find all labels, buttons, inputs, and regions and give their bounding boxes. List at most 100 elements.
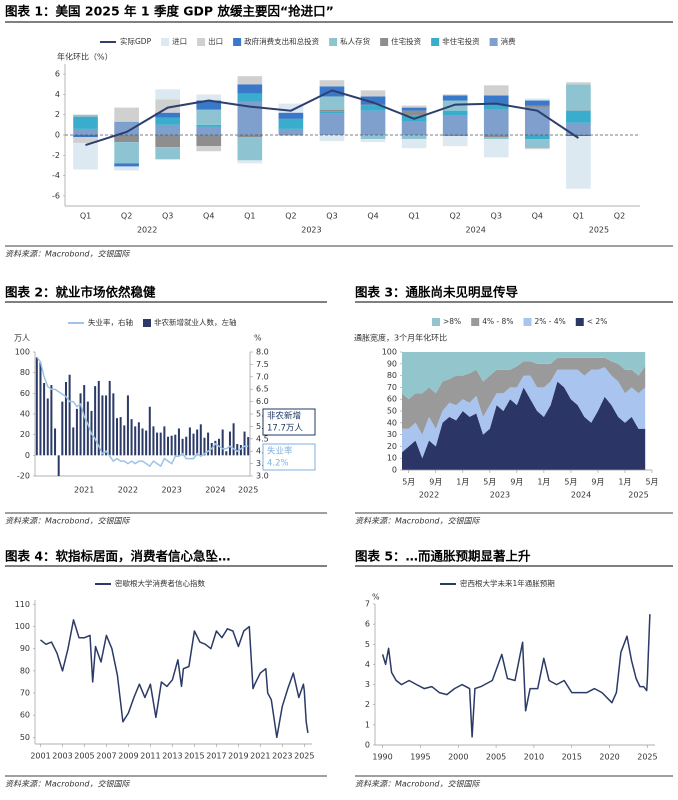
legend-label: 消费 — [501, 36, 516, 46]
bar — [401, 110, 427, 116]
y-tick-label: -6 — [52, 191, 60, 200]
bar — [112, 393, 115, 456]
bar — [46, 398, 49, 456]
bar — [114, 166, 139, 171]
bar — [442, 136, 468, 147]
bar — [39, 362, 42, 456]
bar — [483, 104, 509, 110]
bar — [525, 135, 550, 140]
legend-label: 出口 — [208, 36, 223, 46]
annotation-text: 失业率 — [267, 446, 293, 457]
bar — [79, 393, 82, 456]
y-tick-label: 50 — [387, 407, 397, 416]
bar — [196, 135, 222, 147]
x-tick-label: Q4 — [532, 212, 543, 221]
bar — [145, 430, 148, 456]
area — [402, 352, 646, 400]
legend-label: 私人存货 — [340, 36, 370, 46]
bar — [155, 89, 180, 100]
bar — [483, 109, 509, 135]
x-tick-label: Q2 — [614, 212, 625, 221]
bar — [192, 433, 195, 456]
bar — [239, 445, 242, 456]
bar — [243, 431, 246, 456]
y-tick-label: 30 — [387, 430, 397, 439]
legend-label: 实际GDP — [120, 36, 152, 46]
bar — [525, 139, 550, 149]
x-tick-label: 2013 — [162, 752, 182, 761]
y-tick-label: 5 — [365, 640, 370, 649]
bar — [64, 381, 67, 456]
bar — [199, 424, 202, 456]
bar — [159, 432, 162, 456]
x-tick-label: 1月 — [537, 478, 550, 487]
y-tick-label: 20 — [20, 430, 30, 439]
x-tick-label: 2025 — [637, 753, 657, 762]
bar — [442, 110, 468, 116]
y-tick-label: 4 — [55, 90, 60, 99]
x-tick-label: Q1 — [80, 212, 91, 221]
bar — [148, 406, 151, 456]
y-tick-label: 60 — [20, 389, 30, 398]
bar — [155, 124, 180, 135]
bar — [72, 427, 75, 456]
line — [85, 89, 579, 147]
y-tick-label: 20 — [387, 442, 397, 451]
bar — [181, 438, 184, 456]
x-tick-label: 9月 — [429, 478, 442, 487]
x-tick-label: 1月 — [618, 478, 631, 487]
y-tick-label: 80 — [387, 371, 397, 380]
bar — [203, 437, 206, 456]
bar — [483, 135, 509, 138]
bar — [401, 135, 427, 140]
bar — [360, 105, 386, 111]
bar — [319, 113, 345, 135]
bar — [155, 135, 180, 148]
bar — [115, 418, 118, 456]
bar — [68, 374, 71, 456]
legend-swatch — [233, 38, 242, 46]
y2-axis-label: % — [254, 334, 262, 343]
y-tick-label: 60 — [20, 711, 30, 720]
x-tick-label: Q3 — [491, 212, 502, 221]
x-tick-label: 2022 — [118, 486, 138, 495]
x-group-label: 2022 — [137, 226, 157, 235]
y-tick-label: 3 — [365, 680, 370, 689]
bar — [73, 135, 98, 138]
bar — [278, 135, 304, 137]
bar — [61, 401, 64, 456]
annotation-text: 17.7万人 — [267, 424, 303, 434]
x-tick-label: 1月 — [456, 478, 469, 487]
bar — [525, 100, 550, 106]
legend-label: 4% - 8% — [482, 317, 513, 326]
x-group-label: 2024 — [571, 491, 591, 500]
legend-swatch — [432, 318, 440, 326]
y-tick-label: 6 — [365, 620, 370, 629]
bar — [319, 96, 345, 110]
bar — [483, 139, 509, 158]
y-tick-label: 90 — [387, 359, 397, 368]
x-tick-label: 2023 — [161, 486, 181, 495]
source-note: 资料来源：Macrobond，交银国际 — [5, 780, 131, 789]
x-tick-label: 2017 — [206, 752, 226, 761]
bar — [57, 455, 60, 476]
y2-tick-label: 4.0 — [256, 447, 269, 456]
x-group-label: 2025 — [628, 491, 648, 500]
y-tick-label: 90 — [20, 644, 30, 653]
area — [402, 381, 646, 470]
y2-tick-label: 7.5 — [256, 360, 269, 369]
bar — [152, 426, 155, 456]
source-note: 资料来源：Macrobond，交银国际 — [355, 517, 481, 526]
y-tick-label: 80 — [20, 368, 30, 377]
bar — [278, 118, 304, 129]
bar — [155, 147, 180, 160]
legend-swatch — [329, 38, 338, 46]
legend-label: 非住宅投资 — [442, 36, 480, 46]
y-tick-label: 2 — [55, 110, 60, 119]
x-tick-label: Q1 — [244, 212, 255, 221]
bar — [130, 419, 133, 456]
bar — [73, 143, 98, 170]
bar — [105, 395, 108, 456]
y-tick-label: 50 — [20, 733, 30, 742]
